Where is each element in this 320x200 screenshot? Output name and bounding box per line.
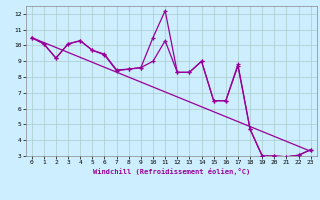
X-axis label: Windchill (Refroidissement éolien,°C): Windchill (Refroidissement éolien,°C): [92, 168, 250, 175]
